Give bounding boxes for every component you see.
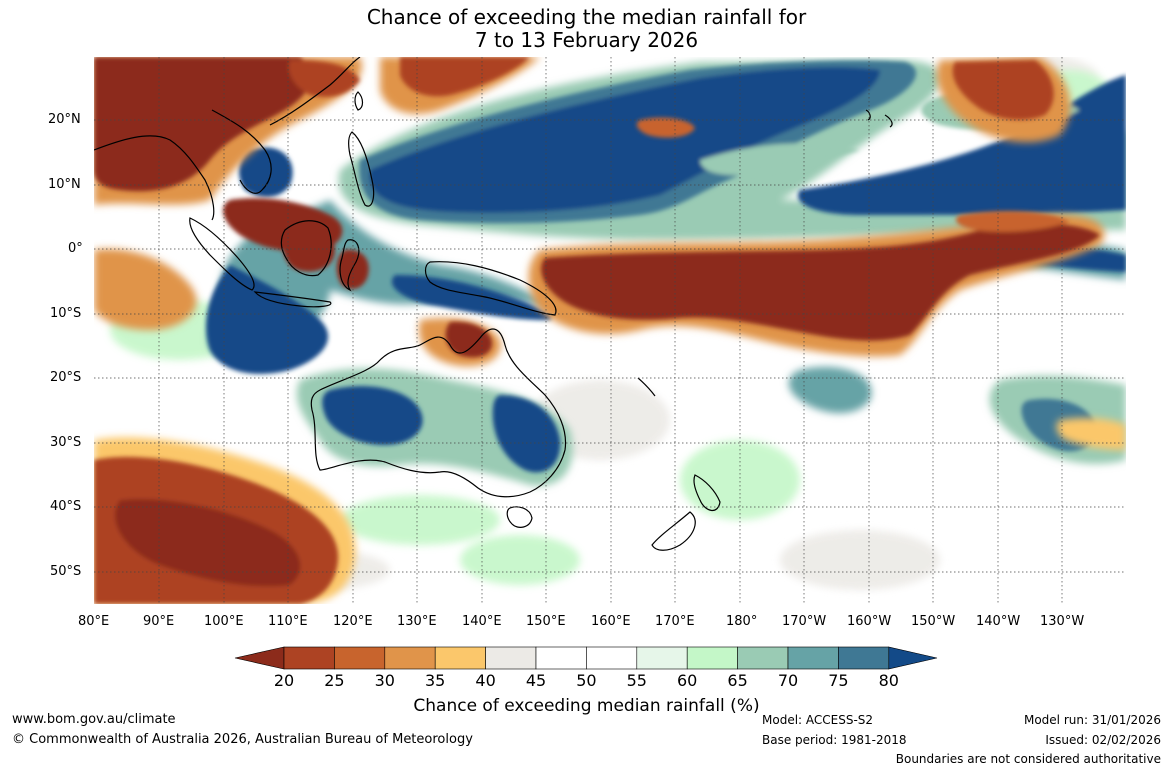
wet-anomaly-regions bbox=[206, 60, 1126, 486]
base-period: Base period: 1981-2018 bbox=[762, 733, 907, 747]
colorbar-label-75: 75 bbox=[828, 671, 849, 690]
colorbar-label-30: 30 bbox=[374, 671, 395, 690]
colorbar-upper-extension bbox=[888, 646, 938, 670]
colorbar-swatch-50-55 bbox=[586, 646, 638, 670]
lon-label-140e: 140°E bbox=[462, 614, 502, 629]
asia-coast bbox=[94, 57, 361, 221]
colorbar-label-40: 40 bbox=[475, 671, 496, 690]
australia-coast bbox=[310, 328, 567, 498]
lon-label-100e: 100°E bbox=[204, 614, 244, 629]
lat-label-30s: 30°S bbox=[50, 435, 82, 450]
lon-label-170w: 170°W bbox=[782, 614, 827, 629]
philippines-coast bbox=[348, 131, 375, 207]
lat-label-40s: 40°S bbox=[50, 499, 82, 514]
dry-anomaly-regions bbox=[94, 57, 1126, 604]
sulawesi-coast bbox=[339, 239, 360, 292]
colorbar-label-55: 55 bbox=[626, 671, 647, 690]
issued-date: Issued: 02/02/2026 bbox=[1045, 733, 1161, 747]
lon-label-180: 180° bbox=[726, 614, 758, 629]
colorbar-label-60: 60 bbox=[677, 671, 698, 690]
tasmania-coast bbox=[506, 506, 533, 528]
lon-label-160e: 160°E bbox=[591, 614, 631, 629]
colorbar-label-50: 50 bbox=[576, 671, 597, 690]
lat-label-equator: 0° bbox=[68, 241, 83, 256]
colorbar-label-35: 35 bbox=[425, 671, 446, 690]
colorbar-swatch-30-35 bbox=[384, 646, 436, 670]
colorbar-swatch-40-45 bbox=[485, 646, 537, 670]
colorbar-swatch-25-30 bbox=[334, 646, 386, 670]
coastlines bbox=[94, 57, 893, 551]
colorbar-label-65: 65 bbox=[727, 671, 748, 690]
lat-label-20s: 20°S bbox=[50, 370, 82, 385]
colorbar-swatch-75-80 bbox=[838, 646, 890, 670]
model-name: Model: ACCESS-S2 bbox=[762, 713, 874, 727]
lat-label-50s: 50°S bbox=[50, 564, 82, 579]
new-guinea-coast bbox=[424, 261, 557, 316]
colorbar-label-70: 70 bbox=[777, 671, 799, 690]
colorbar-label-25: 25 bbox=[324, 671, 345, 690]
map-title-line1: Chance of exceeding the median rainfall … bbox=[366, 5, 807, 29]
lat-label-10s: 10°S bbox=[50, 306, 82, 321]
lon-label-140w: 140°W bbox=[976, 614, 1021, 629]
boundaries-disclaimer: Boundaries are not considered authoritat… bbox=[895, 752, 1161, 766]
colorbar-swatch-70-75 bbox=[787, 646, 839, 670]
new-zealand-north-coast bbox=[693, 474, 721, 511]
lon-label-130w: 130°W bbox=[1040, 614, 1085, 629]
lon-label-120e: 120°E bbox=[333, 614, 373, 629]
model-run-date: Model run: 31/01/2026 bbox=[1023, 713, 1161, 727]
colorbar-swatch-60-65 bbox=[686, 646, 738, 670]
new-zealand-south-coast bbox=[651, 511, 696, 551]
website-link[interactable]: www.bom.gov.au/climate bbox=[12, 712, 176, 727]
lon-label-160w: 160°W bbox=[847, 614, 892, 629]
colorbar-swatch-65-70 bbox=[737, 646, 789, 670]
rainfall-probability-field bbox=[94, 57, 1126, 604]
lon-label-130e: 130°E bbox=[397, 614, 437, 629]
colorbar-label-80: 80 bbox=[878, 671, 899, 690]
colorbar bbox=[234, 646, 938, 670]
hawaii-coast bbox=[865, 109, 893, 128]
lon-label-170e: 170°E bbox=[655, 614, 695, 629]
lon-label-90e: 90°E bbox=[143, 614, 175, 629]
java-coast bbox=[253, 291, 332, 308]
lat-label-10n: 10°N bbox=[48, 177, 81, 192]
lat-label-20n: 20°N bbox=[48, 112, 81, 127]
lon-label-110e: 110°E bbox=[268, 614, 308, 629]
colorbar-label-20: 20 bbox=[273, 671, 295, 690]
colorbar-swatch-55-60 bbox=[636, 646, 688, 670]
graticule bbox=[94, 57, 1126, 604]
colorbar-title: Chance of exceeding median rainfall (%) bbox=[413, 696, 760, 716]
copyright-text: © Commonwealth of Australia 2026, Austra… bbox=[12, 732, 473, 747]
taiwan-coast bbox=[354, 91, 364, 111]
colorbar-swatch-35-40 bbox=[434, 646, 486, 670]
colorbar-swatch-45-50 bbox=[535, 646, 587, 670]
lon-label-150w: 150°W bbox=[911, 614, 956, 629]
colorbar-swatch-20-25 bbox=[283, 646, 335, 670]
lon-label-80e: 80°E bbox=[78, 614, 110, 629]
new-caledonia-coast bbox=[637, 377, 656, 397]
lon-label-150e: 150°E bbox=[526, 614, 566, 629]
sumatra-coast bbox=[189, 217, 255, 291]
map-title-line2: 7 to 13 February 2026 bbox=[474, 28, 699, 52]
colorbar-label-45: 45 bbox=[525, 671, 547, 690]
colorbar-lower-extension bbox=[234, 646, 285, 670]
